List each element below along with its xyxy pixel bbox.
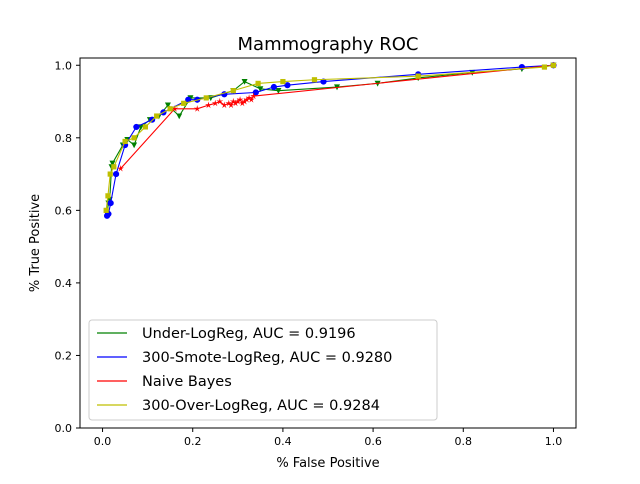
data-point bbox=[238, 99, 246, 107]
data-point bbox=[164, 102, 171, 109]
legend-item-4: 300-Over-LogReg, AUC = 0.9284 bbox=[97, 398, 380, 414]
data-point bbox=[234, 97, 242, 105]
data-point bbox=[142, 124, 148, 130]
y-tick-label: 0.2 bbox=[55, 349, 73, 362]
data-point bbox=[241, 78, 248, 85]
data-point bbox=[415, 73, 421, 79]
data-point bbox=[232, 99, 239, 107]
data-point bbox=[211, 99, 219, 107]
x-tick-label: 1.0 bbox=[545, 435, 563, 448]
legend-label: Under-LogReg, AUC = 0.9196 bbox=[142, 326, 356, 342]
x-tick-label: 0.8 bbox=[455, 435, 473, 448]
data-point bbox=[112, 170, 120, 178]
data-point bbox=[220, 101, 228, 109]
data-point bbox=[131, 142, 138, 149]
legend-item-2: 300-Smote-LogReg, AUC = 0.9280 bbox=[97, 350, 392, 366]
data-point bbox=[193, 105, 201, 112]
legend: Under-LogReg, AUC = 0.9196 300-Smote-LogR… bbox=[88, 319, 438, 421]
data-point bbox=[122, 138, 128, 145]
data-point bbox=[257, 86, 264, 93]
legend-label: 300-Over-LogReg, AUC = 0.9284 bbox=[142, 398, 380, 414]
series-3 bbox=[117, 61, 557, 172]
data-point bbox=[284, 82, 291, 89]
y-axis-label: % True Positive bbox=[28, 194, 43, 292]
y-tick-label: 0.0 bbox=[55, 422, 73, 435]
series-4 bbox=[103, 62, 557, 213]
data-point bbox=[154, 113, 160, 119]
data-point bbox=[176, 113, 183, 120]
data-point bbox=[270, 83, 277, 91]
data-point bbox=[109, 160, 116, 167]
data-point bbox=[111, 164, 117, 170]
data-point bbox=[243, 96, 251, 103]
data-point bbox=[541, 64, 548, 70]
data-point bbox=[255, 80, 261, 86]
data-point bbox=[171, 105, 179, 112]
chart-title: Mammography ROC bbox=[238, 34, 419, 55]
legend-item-1: Under-LogReg, AUC = 0.9196 bbox=[97, 326, 356, 342]
data-point bbox=[117, 165, 125, 172]
x-tick-label: 0.0 bbox=[94, 435, 112, 448]
y-tick-label: 0.8 bbox=[55, 132, 73, 145]
legend-box bbox=[88, 319, 438, 421]
data-point bbox=[105, 193, 111, 199]
data-point bbox=[247, 96, 255, 103]
data-point bbox=[275, 88, 282, 94]
legend-label: 300-Smote-LogReg, AUC = 0.9280 bbox=[142, 350, 392, 366]
data-point bbox=[241, 97, 249, 105]
data-point bbox=[205, 101, 212, 109]
data-point bbox=[229, 97, 237, 105]
data-point bbox=[550, 62, 557, 68]
legend-label: Naive Bayes bbox=[142, 374, 232, 390]
y-tick-label: 1.0 bbox=[55, 59, 73, 72]
x-axis-label: % False Positive bbox=[276, 456, 379, 471]
axes: 0.0 0.2 0.4 0.6 0.8 1.0 0.0 0.2 0.4 0.6 0.8 1.0 bbox=[55, 57, 577, 448]
data-point bbox=[103, 207, 109, 213]
legend-item-3: Naive Bayes bbox=[97, 374, 232, 390]
data-point bbox=[107, 171, 113, 177]
data-point bbox=[131, 135, 137, 141]
series-line bbox=[106, 64, 554, 217]
data-point bbox=[250, 92, 258, 99]
axes-frame bbox=[79, 57, 577, 429]
data-point bbox=[236, 96, 244, 103]
data-point bbox=[311, 77, 318, 83]
plot-area bbox=[103, 61, 557, 219]
data-point bbox=[230, 88, 236, 94]
data-point bbox=[227, 101, 235, 109]
data-point bbox=[203, 95, 209, 101]
data-point bbox=[133, 123, 140, 131]
data-point bbox=[280, 78, 286, 85]
x-tick-label: 0.4 bbox=[274, 435, 292, 448]
data-point bbox=[225, 99, 233, 107]
data-point bbox=[181, 100, 187, 106]
data-point bbox=[167, 106, 173, 112]
x-tick-label: 0.2 bbox=[184, 435, 202, 448]
data-point bbox=[469, 69, 476, 76]
data-point bbox=[216, 97, 224, 105]
data-point bbox=[245, 94, 253, 101]
y-tick-label: 0.6 bbox=[55, 204, 73, 217]
y-tick-label: 0.4 bbox=[55, 277, 73, 290]
x-tick-label: 0.6 bbox=[364, 435, 382, 448]
data-point bbox=[107, 199, 114, 207]
